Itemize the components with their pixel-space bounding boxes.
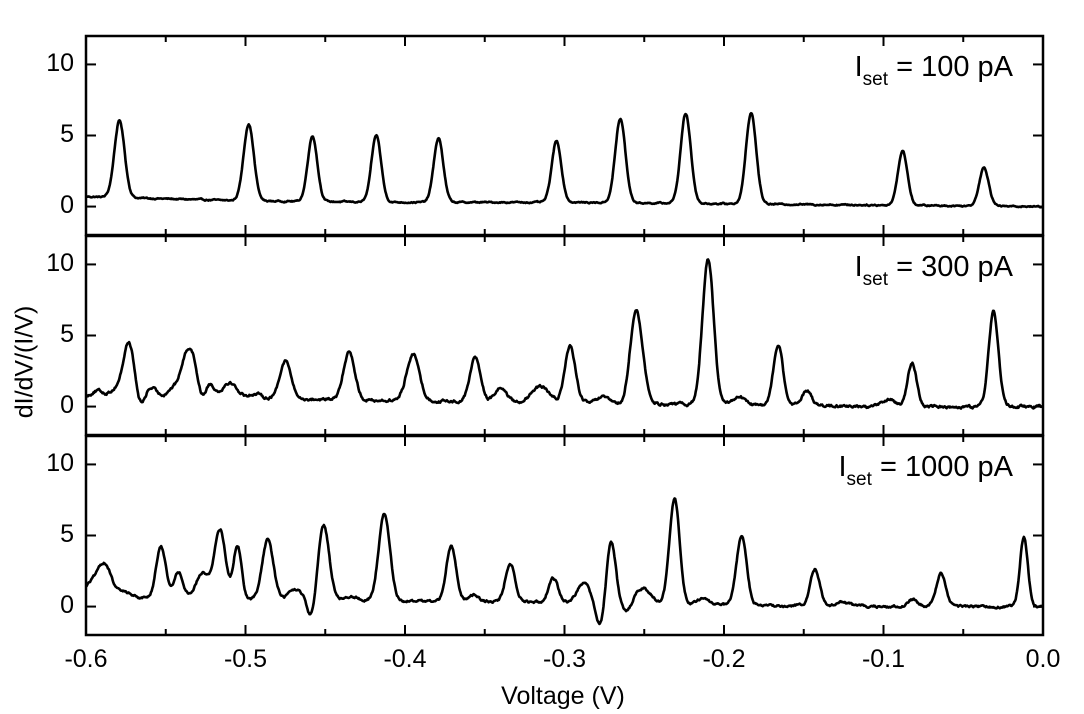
plot-layer: 0 5 10 Iset = 100 pA 0 5 10 Iset = 300 pA 0 5 10 Is… <box>46 34 1061 673</box>
y-tick-label: 10 <box>46 449 74 477</box>
panel-annotation: Iset = 1000 pA <box>838 451 1013 490</box>
annotation-subscript: set <box>863 269 889 290</box>
y-tick-label: 0 <box>60 391 74 419</box>
annotation-value: = 100 pA <box>888 51 1014 83</box>
x-tick-label: -0.6 <box>64 645 107 673</box>
y-tick-label: 10 <box>46 249 74 277</box>
series-line-panel-2 <box>84 258 1044 410</box>
y-tick-label: 5 <box>60 520 74 548</box>
panel-2: 0 5 10 Iset = 300 pA <box>46 234 1045 437</box>
annotation-i: I <box>838 451 846 483</box>
x-tick-label: -0.5 <box>224 645 267 673</box>
annotation-subscript: set <box>847 469 873 490</box>
x-tick-label: -0.1 <box>862 645 905 673</box>
x-tick-label: -0.4 <box>383 645 426 673</box>
panel-1: 0 5 10 Iset = 100 pA <box>46 34 1045 237</box>
annotation-subscript: set <box>863 69 889 90</box>
series-line-panel-1 <box>85 111 1044 209</box>
series-line-panel-3 <box>85 497 1044 626</box>
y-tick-label: 5 <box>60 120 74 148</box>
x-tick-label: -0.2 <box>702 645 745 673</box>
panel-annotation: Iset = 300 pA <box>855 251 1014 290</box>
panel-3: 0 5 10 Iset = 1000 pA <box>46 434 1045 637</box>
annotation-value: = 300 pA <box>888 251 1014 283</box>
annotation-value: = 1000 pA <box>872 451 1014 483</box>
y-tick-label: 10 <box>46 49 74 77</box>
x-tick-label: -0.3 <box>543 645 586 673</box>
x-tick-label: 0.0 <box>1026 645 1061 673</box>
y-tick-label: 0 <box>60 591 74 619</box>
y-axis-title: dI/dV/(I/V) <box>11 306 39 419</box>
y-tick-label: 0 <box>60 191 74 219</box>
annotation-i: I <box>855 251 863 283</box>
annotation-i: I <box>855 51 863 83</box>
x-axis-title: Voltage (V) <box>501 682 625 710</box>
y-tick-label: 5 <box>60 320 74 348</box>
panel-annotation: Iset = 100 pA <box>855 51 1014 90</box>
